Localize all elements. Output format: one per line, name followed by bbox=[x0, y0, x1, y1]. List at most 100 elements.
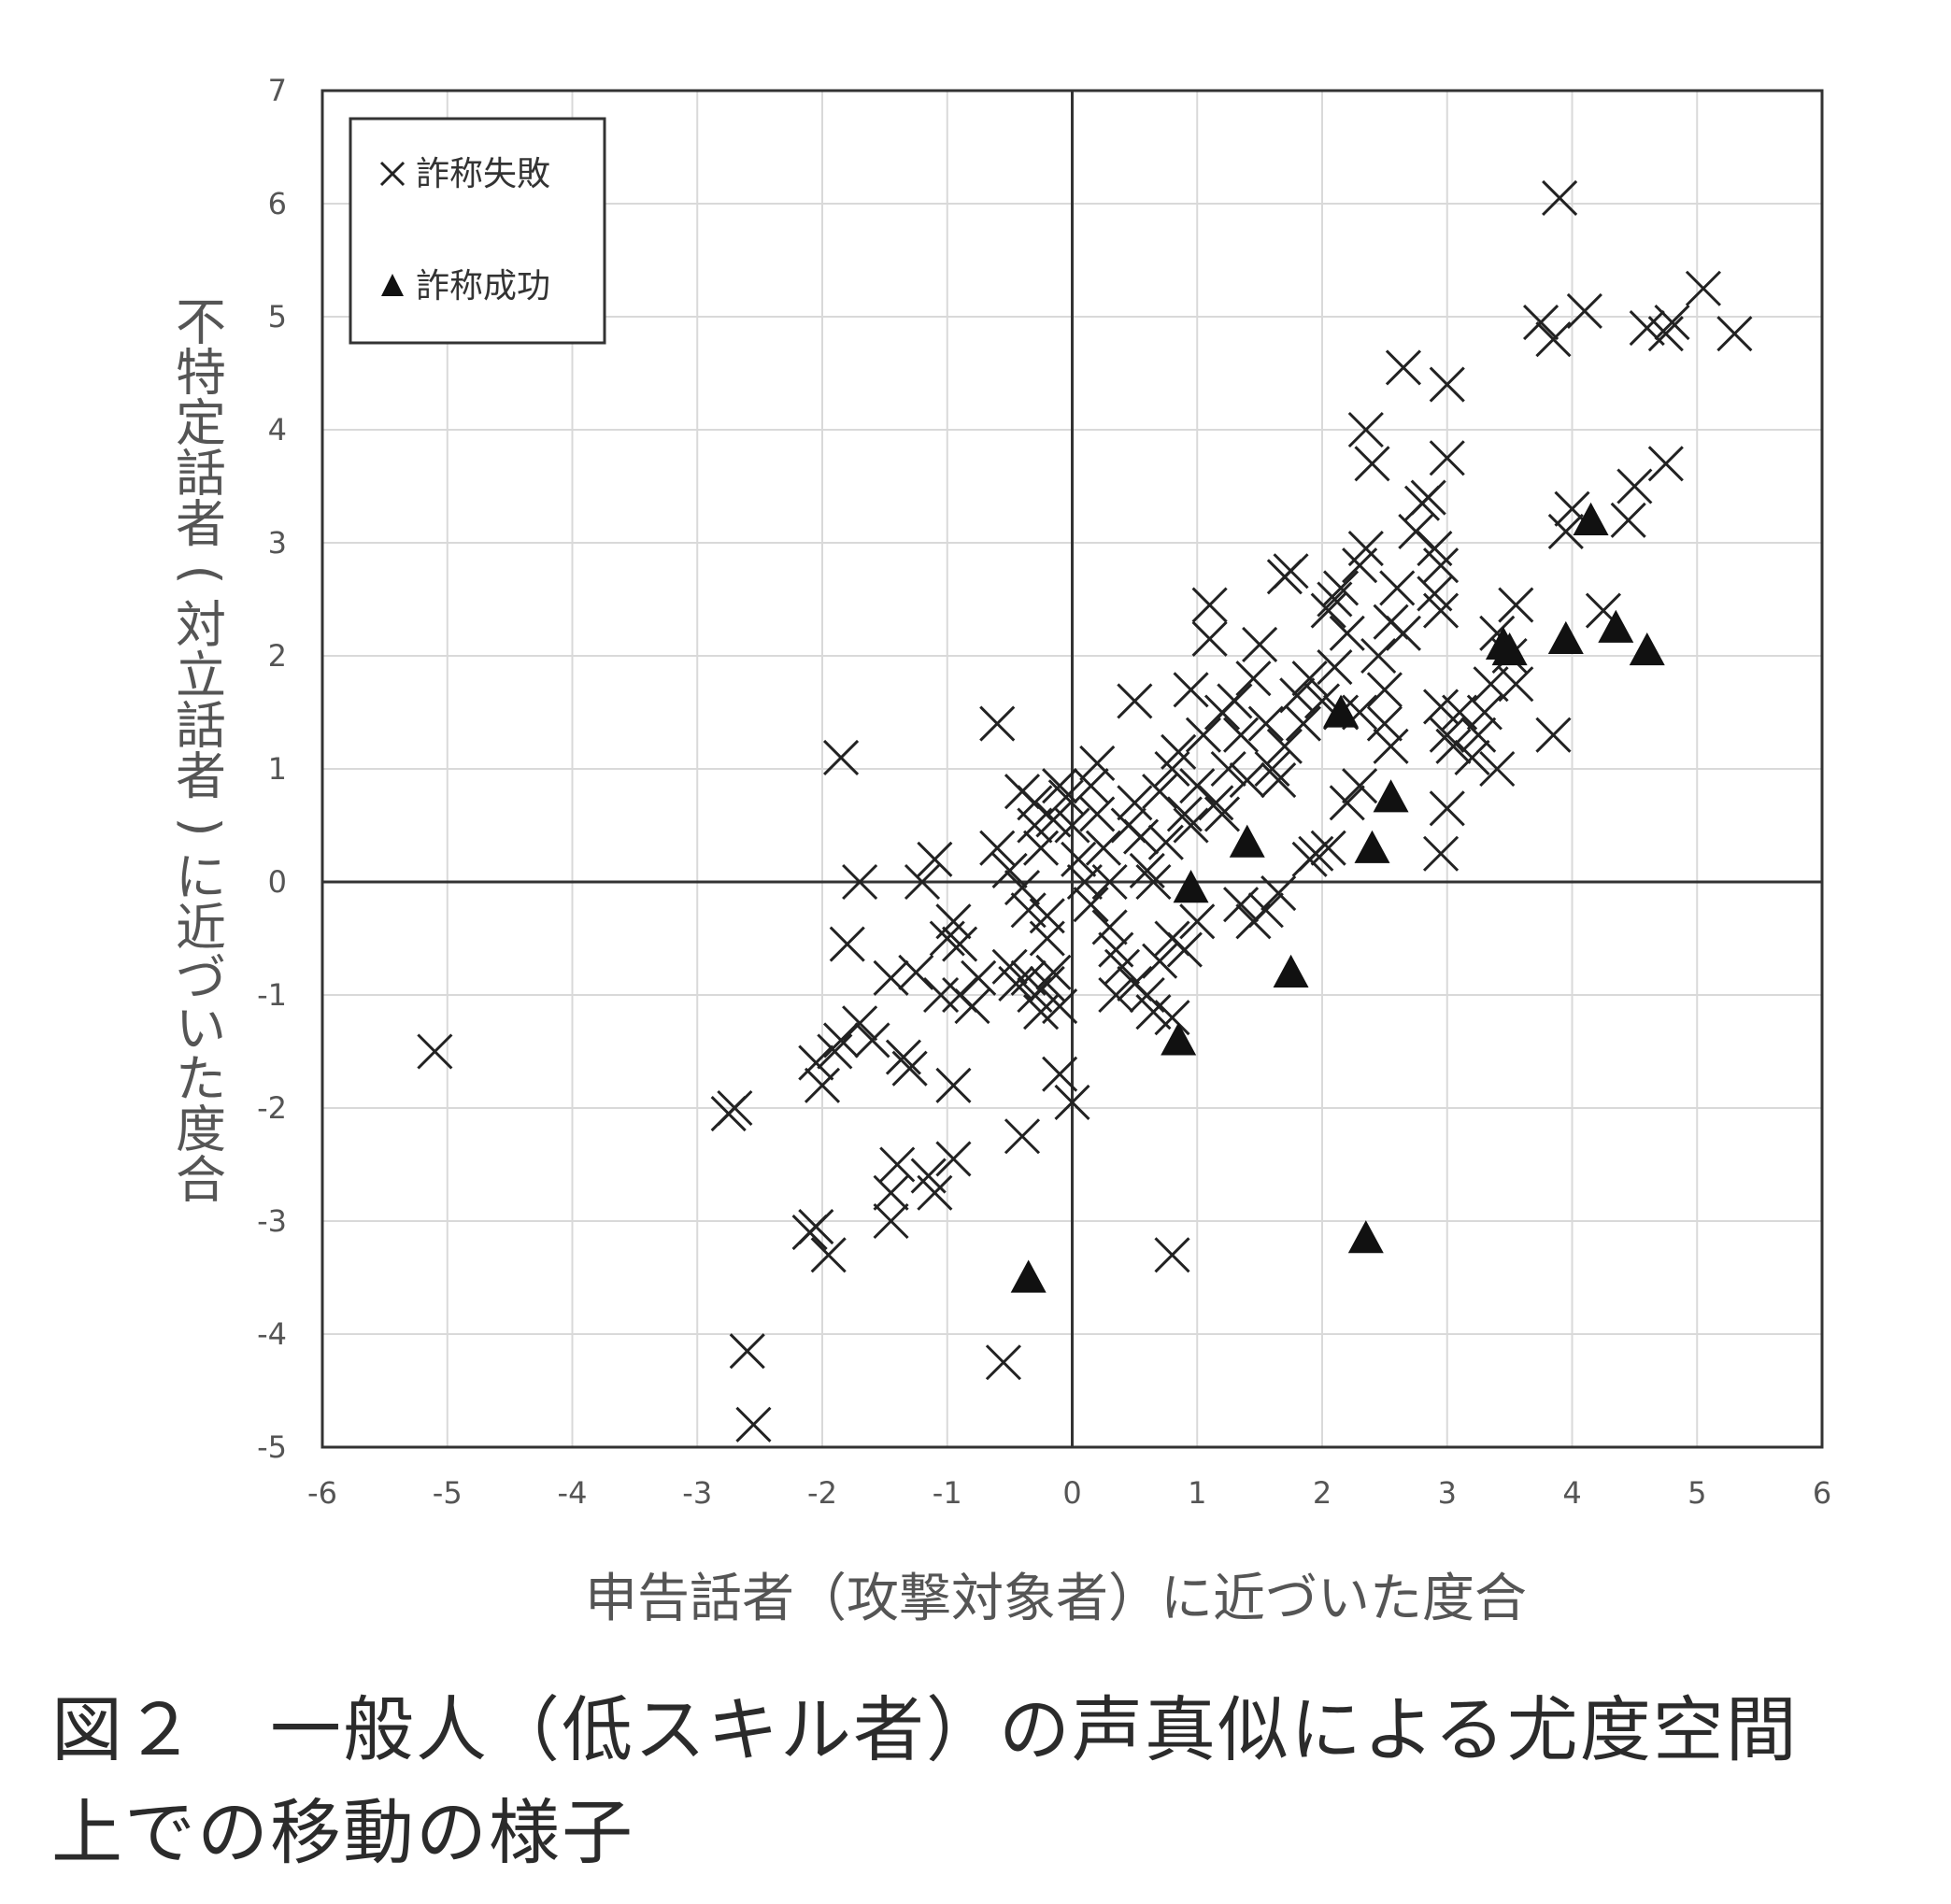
fail-point bbox=[1042, 768, 1078, 804]
fail-point-stroke bbox=[1616, 468, 1653, 504]
fail-point bbox=[1166, 931, 1203, 968]
fail-point-stroke bbox=[1329, 785, 1365, 821]
fail-point-stroke bbox=[879, 1146, 916, 1183]
fail-point bbox=[1385, 615, 1421, 651]
fail-point bbox=[1347, 530, 1384, 567]
figure-caption-line-1: 図２ 一般人（低スキル者）の声真似による尤度空間 bbox=[51, 1688, 1799, 1771]
fail-point-stroke bbox=[1385, 615, 1421, 651]
fail-point bbox=[791, 1215, 828, 1251]
fail-point-stroke bbox=[1347, 411, 1384, 448]
fail-point-stroke bbox=[1473, 666, 1509, 703]
fail-point-stroke bbox=[1542, 179, 1578, 217]
fail-point-stroke bbox=[1235, 661, 1272, 697]
fail-point bbox=[1473, 666, 1509, 703]
fail-point bbox=[1079, 796, 1116, 832]
x-tick-label: 4 bbox=[1562, 1475, 1581, 1511]
y-axis-label-char: 者 bbox=[176, 495, 226, 554]
fail-point bbox=[1247, 892, 1284, 929]
success-point bbox=[1373, 779, 1409, 813]
y-tick-label: 1 bbox=[268, 751, 287, 787]
fail-point bbox=[985, 1344, 1021, 1381]
fail-point bbox=[1291, 661, 1328, 697]
legend-triangle-marker-icon bbox=[381, 274, 404, 296]
fail-point-stroke bbox=[1466, 694, 1502, 731]
success-point bbox=[1173, 870, 1209, 903]
fail-point-stroke bbox=[1054, 1084, 1090, 1121]
fail-point-stroke bbox=[1129, 852, 1165, 888]
fail-point bbox=[917, 841, 953, 877]
success-point bbox=[1010, 1259, 1047, 1293]
fail-point bbox=[1135, 863, 1172, 901]
fail-point-stroke bbox=[1373, 728, 1409, 764]
fail-point bbox=[1379, 570, 1416, 606]
fail-point bbox=[1547, 513, 1584, 549]
fail-point bbox=[1191, 620, 1228, 657]
fail-point bbox=[817, 1033, 853, 1070]
fail-point-stroke bbox=[1191, 620, 1228, 657]
fail-point bbox=[979, 830, 1016, 866]
legend-box bbox=[349, 117, 606, 345]
fail-point-stroke bbox=[991, 948, 1028, 985]
fail-point bbox=[1647, 316, 1684, 352]
fail-point-stroke bbox=[1123, 818, 1160, 855]
fail-point bbox=[1073, 768, 1109, 804]
fail-point bbox=[1260, 875, 1297, 912]
fail-point bbox=[710, 1095, 747, 1132]
y-tick-label: 3 bbox=[268, 525, 287, 561]
y-tick-label: 6 bbox=[268, 186, 287, 221]
fail-point-stroke bbox=[1154, 1000, 1190, 1036]
fail-point bbox=[1273, 553, 1309, 590]
fail-point-stroke bbox=[1098, 931, 1134, 968]
fail-point-stroke bbox=[942, 976, 978, 1014]
fail-point-stroke bbox=[1023, 830, 1060, 866]
fail-point-stroke bbox=[1429, 717, 1465, 753]
fail-point-stroke bbox=[1035, 802, 1072, 838]
fail-point-stroke bbox=[1217, 683, 1253, 719]
fail-point bbox=[1135, 994, 1172, 1030]
fail-point bbox=[991, 852, 1028, 888]
fail-point-stroke bbox=[417, 1033, 453, 1070]
y-axis-label-char: 度 bbox=[176, 1101, 226, 1159]
fail-point-stroke bbox=[935, 1067, 972, 1103]
success-point bbox=[1573, 502, 1609, 535]
success-point bbox=[1491, 632, 1528, 666]
fail-point-stroke bbox=[1585, 592, 1621, 629]
x-tick-label: -4 bbox=[558, 1475, 588, 1511]
fail-point bbox=[1410, 479, 1446, 516]
fail-point bbox=[1323, 570, 1360, 606]
fail-point-stroke bbox=[1223, 717, 1260, 753]
fail-point-stroke bbox=[1166, 796, 1203, 832]
fail-point bbox=[1229, 762, 1265, 799]
fail-point-stroke bbox=[1379, 570, 1416, 606]
fail-point bbox=[1004, 869, 1041, 906]
fail-point bbox=[1185, 717, 1221, 753]
y-axis-label-char: 立 bbox=[176, 647, 226, 705]
fail-point-stroke bbox=[1291, 661, 1328, 697]
fail-point-stroke bbox=[1042, 988, 1078, 1025]
fail-point-stroke bbox=[1185, 717, 1221, 753]
fail-point-stroke bbox=[1147, 824, 1184, 860]
fail-point bbox=[1366, 672, 1403, 708]
fail-point-stroke bbox=[823, 739, 860, 775]
fail-point-stroke bbox=[917, 841, 953, 877]
fail-point-stroke bbox=[1247, 705, 1284, 742]
fail-point bbox=[1004, 1118, 1041, 1155]
fail-point bbox=[1347, 411, 1384, 448]
fail-point-stroke bbox=[1203, 796, 1241, 832]
fail-point-stroke bbox=[1042, 768, 1078, 804]
fail-point-stroke bbox=[1135, 994, 1172, 1030]
y-axis-label-char: ( bbox=[172, 564, 231, 584]
x-tick-labels: -6 -5 -4 -3 -2 -1 0 1 2 3 4 5 6 bbox=[307, 1475, 1831, 1511]
fail-point bbox=[942, 926, 978, 962]
fail-point-stroke bbox=[1498, 666, 1534, 703]
fail-point bbox=[1298, 835, 1334, 872]
x-tick-label: 0 bbox=[1062, 1475, 1081, 1511]
fail-point-stroke bbox=[1085, 830, 1121, 866]
fail-point bbox=[1173, 672, 1209, 708]
fail-point-stroke bbox=[904, 863, 941, 901]
fail-point bbox=[1454, 739, 1490, 775]
fail-point bbox=[1173, 807, 1209, 844]
x-tick-label: -6 bbox=[307, 1475, 337, 1511]
fail-point bbox=[1279, 677, 1316, 714]
